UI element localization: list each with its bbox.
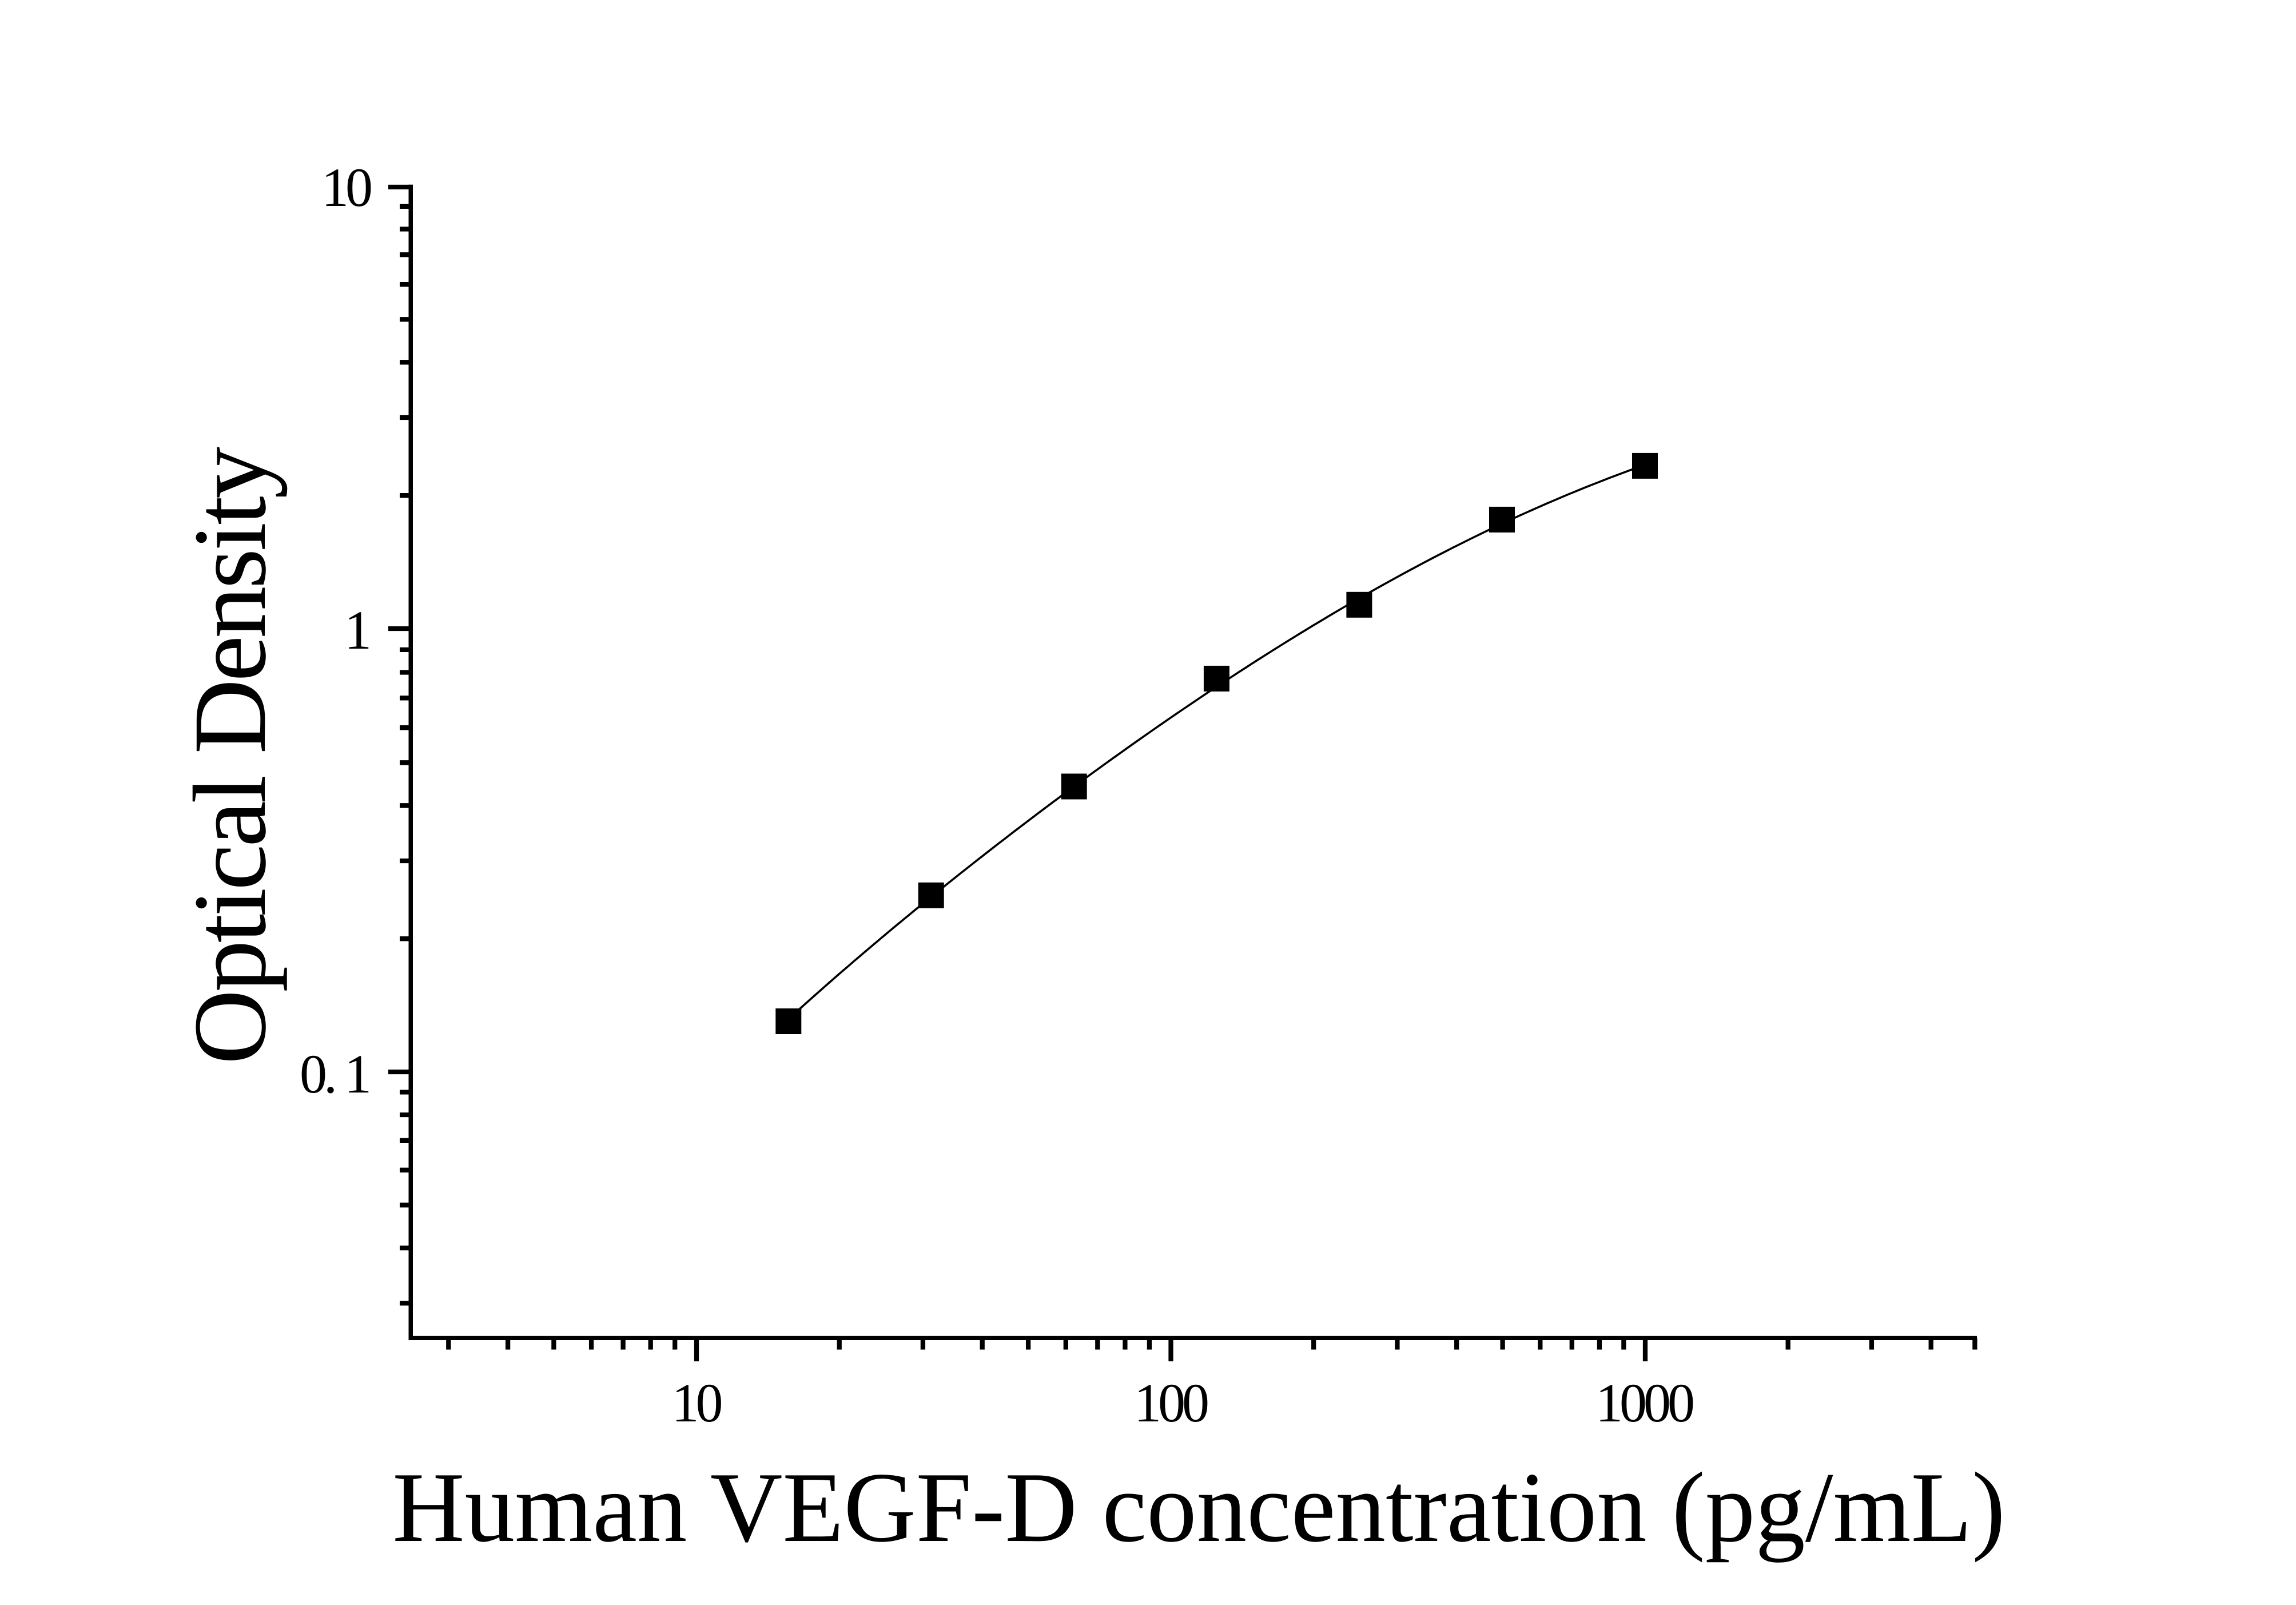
svg-text:10: 10 (321, 157, 371, 218)
svg-text:0. 1: 0. 1 (300, 1043, 369, 1105)
svg-text:Optical Density: Optical Density (173, 447, 288, 1064)
svg-text:100: 100 (1134, 1372, 1208, 1433)
svg-text:1: 1 (344, 599, 369, 661)
svg-text:10: 10 (672, 1372, 722, 1433)
svg-text:Human VEGF-D concentration (pg: Human VEGF-D concentration (pg/mL) (392, 1452, 2005, 1563)
svg-text:1000: 1000 (1595, 1372, 1693, 1433)
